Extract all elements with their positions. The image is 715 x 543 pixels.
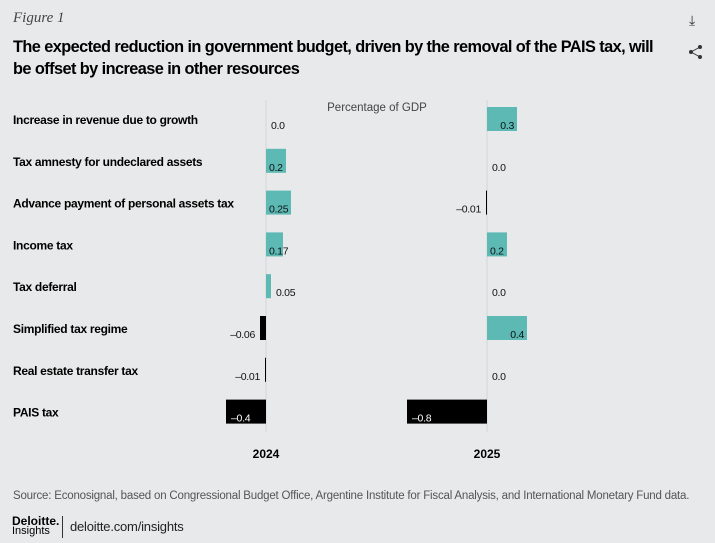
bar xyxy=(487,107,517,131)
series-label: 2025 xyxy=(474,447,501,461)
download-icon[interactable]: ⤓ xyxy=(689,12,696,28)
share-icon[interactable] xyxy=(688,44,704,60)
data-label: 0.25 xyxy=(269,204,289,216)
data-label: 0.2 xyxy=(269,162,283,174)
bar xyxy=(407,399,487,424)
chart-title: The expected reduction in government bud… xyxy=(13,37,654,78)
bar xyxy=(487,232,507,257)
category-label: PAIS tax xyxy=(13,406,59,420)
bar xyxy=(266,190,291,215)
data-label: 0.05 xyxy=(276,287,296,299)
bar xyxy=(265,357,266,382)
brand: Deloitte. xyxy=(12,514,60,528)
insights-link[interactable]: deloitte.com/insights xyxy=(70,519,184,534)
bar xyxy=(226,399,266,424)
category-label: Income tax xyxy=(13,238,73,252)
data-label: –0.06 xyxy=(230,329,255,341)
category-label: Advance payment of personal assets tax xyxy=(13,197,234,211)
data-label: 0.4 xyxy=(510,329,524,341)
category-label: Real estate transfer tax xyxy=(13,364,138,378)
data-label: –0.01 xyxy=(235,371,260,383)
category-label: Increase in revenue due to growth xyxy=(13,113,198,127)
chart-subtitle: Percentage of GDP xyxy=(327,102,427,114)
data-label: 0.17 xyxy=(269,245,289,257)
brand-sub: Insights xyxy=(12,525,50,537)
category-label: Tax deferral xyxy=(13,280,77,294)
divider xyxy=(62,516,63,538)
bar-chart: 2024 2025 Percentage of GDP Increase in rev… xyxy=(13,100,527,461)
bar xyxy=(486,190,487,215)
data-label: 0.0 xyxy=(271,120,285,132)
data-label: 0.2 xyxy=(490,245,504,257)
data-label: –0.4 xyxy=(231,413,251,425)
data-label: 0.0 xyxy=(492,287,506,299)
bar xyxy=(260,316,266,340)
data-label: –0.8 xyxy=(412,413,432,425)
bar xyxy=(487,316,527,340)
bar xyxy=(266,274,271,299)
data-label: –0.01 xyxy=(456,204,481,216)
category-label: Simplified tax regime xyxy=(13,322,128,336)
data-label: 0.3 xyxy=(500,120,514,132)
category-label: Tax amnesty for undeclared assets xyxy=(13,155,203,169)
figure-label: Figure 1 xyxy=(13,10,65,26)
bar xyxy=(266,148,286,173)
deloitte-logo: Deloitte. Insights xyxy=(12,514,60,537)
source-note: Source: Econosignal, based on Congressio… xyxy=(13,490,690,502)
bar xyxy=(266,232,283,257)
series-label: 2024 xyxy=(253,447,280,461)
data-label: 0.0 xyxy=(492,162,506,174)
data-label: 0.0 xyxy=(492,371,506,383)
